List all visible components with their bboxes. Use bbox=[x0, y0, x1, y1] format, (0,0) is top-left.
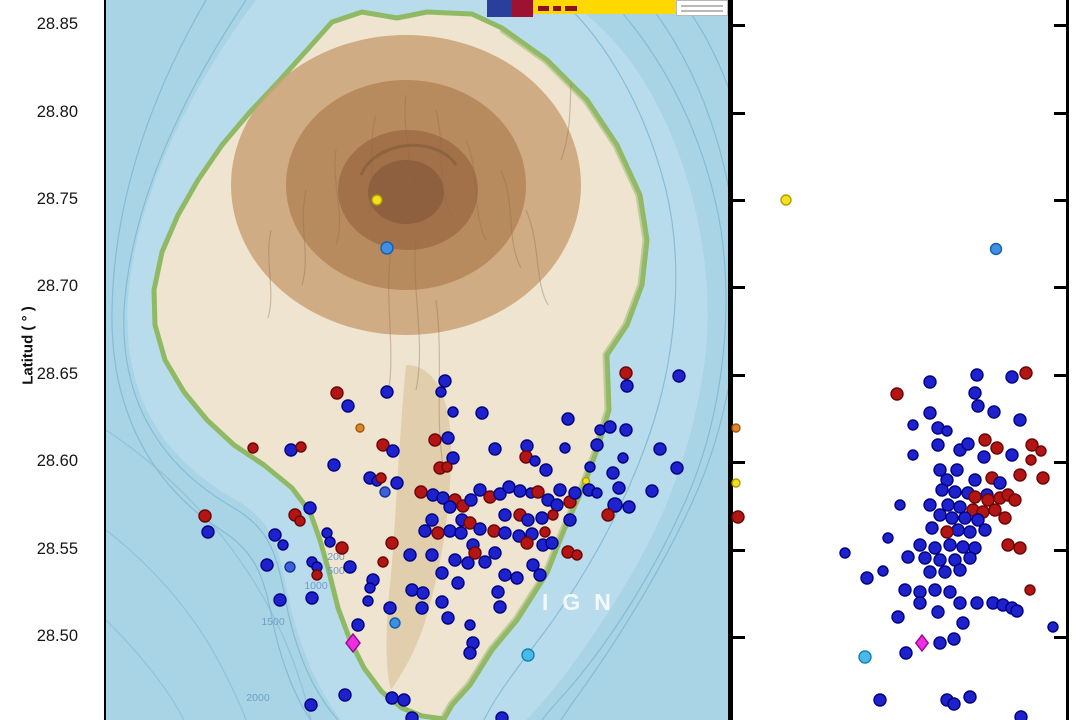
logo-info-box bbox=[676, 0, 728, 16]
map-panel: 200 500 1000 1500 2000 IGN bbox=[104, 0, 730, 720]
latitude-tick-label: 28.75 bbox=[36, 190, 78, 208]
depth-contour-label: 1000 bbox=[304, 580, 328, 592]
section-tick bbox=[1054, 636, 1066, 639]
depth-contour-label: 2000 bbox=[246, 692, 270, 704]
logo-yellow-bar bbox=[533, 0, 676, 14]
logo-text-fragment bbox=[538, 6, 549, 11]
section-tick bbox=[1054, 286, 1066, 289]
section-tick bbox=[1054, 549, 1066, 552]
logo-blue-block bbox=[487, 0, 512, 17]
latitude-tick-label: 28.60 bbox=[36, 452, 78, 470]
section-tick bbox=[733, 112, 745, 115]
la-palma-terrain-svg bbox=[106, 0, 728, 720]
section-tick bbox=[1054, 374, 1066, 377]
bathymetry-contours bbox=[106, 0, 728, 720]
section-tick bbox=[733, 24, 745, 27]
info-text-line bbox=[681, 10, 723, 12]
section-tick bbox=[733, 461, 745, 464]
latitude-axis-title: Latitud ( ° ) bbox=[19, 306, 37, 385]
depth-section-panel bbox=[730, 0, 1069, 720]
section-tick bbox=[1054, 112, 1066, 115]
depth-contour-label: 500 bbox=[327, 565, 345, 577]
section-tick bbox=[1054, 461, 1066, 464]
latitude-tick-label: 28.85 bbox=[36, 15, 78, 33]
ign-watermark: IGN bbox=[542, 589, 625, 615]
section-tick bbox=[733, 199, 745, 202]
latitude-tick-label: 28.65 bbox=[36, 365, 78, 383]
section-tick bbox=[1054, 199, 1066, 202]
section-tick bbox=[733, 374, 745, 377]
section-tick bbox=[1054, 24, 1066, 27]
latitude-tick-label: 28.50 bbox=[36, 627, 78, 645]
section-tick bbox=[733, 286, 745, 289]
logo-text-fragment bbox=[553, 6, 561, 11]
depth-contour-label: 1500 bbox=[261, 616, 285, 628]
logo-text-fragment bbox=[565, 6, 577, 11]
latitude-tick-label: 28.80 bbox=[36, 103, 78, 121]
depth-contour-label: 200 bbox=[327, 551, 345, 563]
section-tick bbox=[733, 549, 745, 552]
logo-red-block bbox=[512, 0, 533, 17]
section-tick bbox=[733, 636, 745, 639]
terrain-shading bbox=[231, 24, 647, 719]
info-text-line bbox=[681, 5, 723, 7]
latitude-tick-label: 28.70 bbox=[36, 277, 78, 295]
latitude-tick-label: 28.55 bbox=[36, 540, 78, 558]
